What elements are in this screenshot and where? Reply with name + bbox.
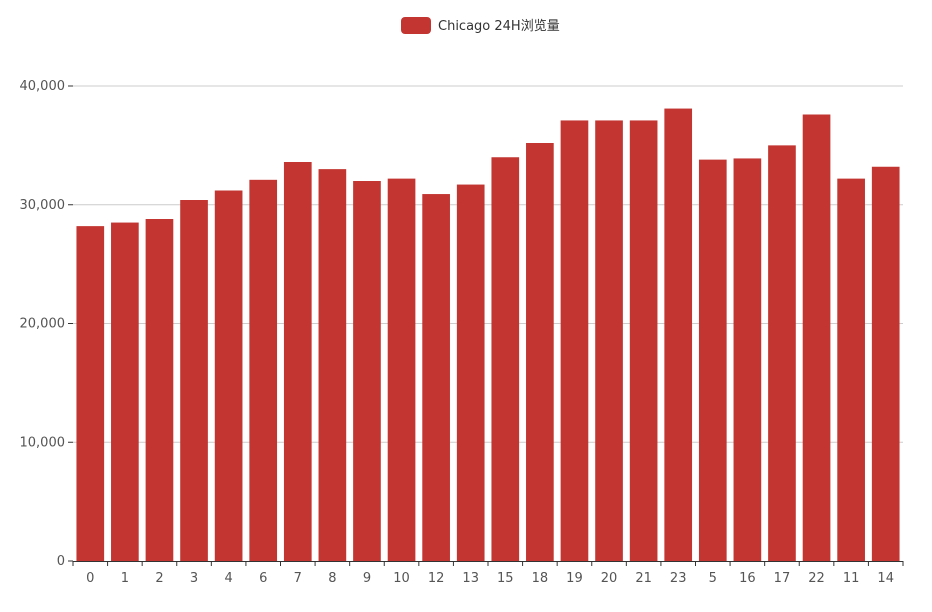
y-tick-label: 10,000 [20,435,66,450]
x-tick-label: 4 [224,571,232,586]
legend[interactable]: Chicago 24H浏览量 [401,17,560,34]
bar[interactable] [837,178,865,561]
x-tick-label: 22 [808,571,825,586]
bar[interactable] [560,120,589,561]
x-tick-label: 1 [121,571,129,586]
legend-swatch[interactable] [401,17,431,34]
bar[interactable] [318,169,347,561]
bar[interactable] [76,226,105,561]
legend-label[interactable]: Chicago 24H浏览量 [438,18,560,34]
x-tick-label: 18 [532,571,549,586]
bar[interactable] [283,162,312,561]
x-tick-label: 8 [328,571,336,586]
x-tick-label: 10 [393,571,410,586]
bar[interactable] [629,120,658,561]
x-tick-label: 20 [601,571,618,586]
x-tick-label: 17 [774,571,791,586]
y-tick-label: 20,000 [20,317,66,332]
y-tick-label: 40,000 [20,79,66,94]
bar[interactable] [111,222,139,561]
x-tick-label: 0 [86,571,94,586]
bar[interactable] [249,179,278,561]
x-tick-label: 16 [739,571,756,586]
x-tick-label: 2 [155,571,163,586]
x-tick-label: 19 [566,571,583,586]
y-tick-label: 0 [57,554,65,569]
bar[interactable] [422,194,450,561]
x-tick-label: 21 [635,571,652,586]
bars [76,108,900,562]
x-tick-label: 3 [190,571,198,586]
bar[interactable] [214,190,243,562]
y-axis-tick-labels: 0 10,000 20,000 30,000 40,000 [20,79,73,569]
x-tick-label: 14 [877,571,894,586]
x-tick-label: 12 [428,571,445,586]
x-tick-label: 23 [670,571,687,586]
y-tick-label: 30,000 [20,198,66,213]
bar[interactable] [871,166,900,561]
x-tick-label: 9 [363,571,371,586]
x-axis: 0 1 2 3 4 6 7 8 9 10 12 13 15 18 19 20 21 23 5 16 17 22 11 14 [72,561,904,586]
bar[interactable] [180,200,208,561]
x-tick-label: 11 [843,571,860,586]
bar[interactable] [491,157,520,561]
x-tick-label: 6 [259,571,267,586]
bar[interactable] [733,158,762,561]
bar[interactable] [456,184,485,561]
bar[interactable] [802,114,831,562]
bar[interactable] [698,159,727,561]
bar[interactable] [387,178,416,561]
bar[interactable] [768,145,796,561]
x-tick-label: 5 [709,571,717,586]
bar[interactable] [664,108,693,561]
x-tick-label: 15 [497,571,514,586]
x-tick-label: 13 [462,571,479,586]
x-tick-label: 7 [294,571,302,586]
bar[interactable] [145,219,174,561]
grid-lines [73,85,903,443]
bar[interactable] [526,143,554,561]
bar[interactable] [595,120,623,561]
bar[interactable] [353,181,381,561]
